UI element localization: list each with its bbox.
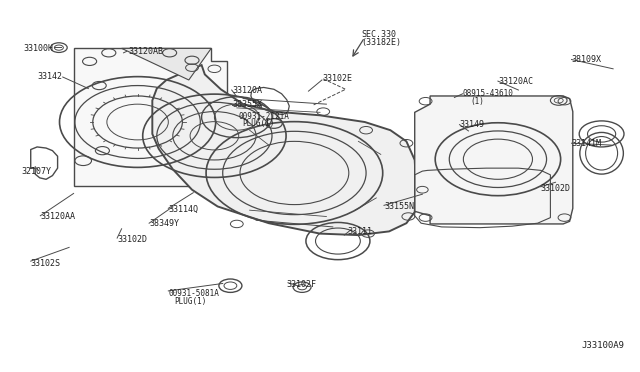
Text: 33149: 33149 — [460, 120, 484, 129]
Text: 00931-2121A: 00931-2121A — [239, 112, 289, 121]
Text: 33111: 33111 — [348, 227, 372, 236]
Text: 33155N: 33155N — [384, 202, 414, 211]
Text: 33120AC: 33120AC — [498, 77, 533, 86]
Text: SEC.330: SEC.330 — [362, 30, 397, 39]
Text: 38349Y: 38349Y — [149, 219, 179, 228]
Text: 38355X: 38355X — [232, 100, 262, 109]
Text: 33100H: 33100H — [23, 44, 53, 53]
Polygon shape — [122, 48, 211, 80]
Text: 33102S: 33102S — [31, 259, 61, 268]
Text: 33142: 33142 — [38, 72, 63, 81]
Text: 38109X: 38109X — [572, 55, 602, 64]
Text: 33120A: 33120A — [232, 86, 262, 94]
FancyBboxPatch shape — [6, 7, 634, 353]
Text: (33182E): (33182E) — [362, 38, 402, 47]
Text: PLUG(1): PLUG(1) — [242, 119, 275, 128]
Text: 33114Q: 33114Q — [168, 205, 198, 214]
Text: 33102D: 33102D — [541, 185, 571, 193]
Polygon shape — [152, 65, 416, 235]
Text: (1): (1) — [470, 97, 484, 106]
Text: 33102E: 33102E — [322, 74, 352, 83]
Text: 33120AA: 33120AA — [40, 212, 76, 221]
Polygon shape — [415, 96, 573, 224]
Text: 33141M: 33141M — [572, 139, 602, 148]
Text: 08915-43610: 08915-43610 — [463, 89, 513, 98]
Text: PLUG(1): PLUG(1) — [175, 297, 207, 306]
Polygon shape — [74, 48, 227, 186]
Text: J33100A9: J33100A9 — [581, 341, 624, 350]
Text: 00931-5081A: 00931-5081A — [168, 289, 219, 298]
Text: 33120AB: 33120AB — [128, 47, 163, 56]
Text: 33102D: 33102D — [117, 235, 147, 244]
Text: 33102F: 33102F — [287, 280, 317, 289]
Text: 32107Y: 32107Y — [21, 167, 51, 176]
